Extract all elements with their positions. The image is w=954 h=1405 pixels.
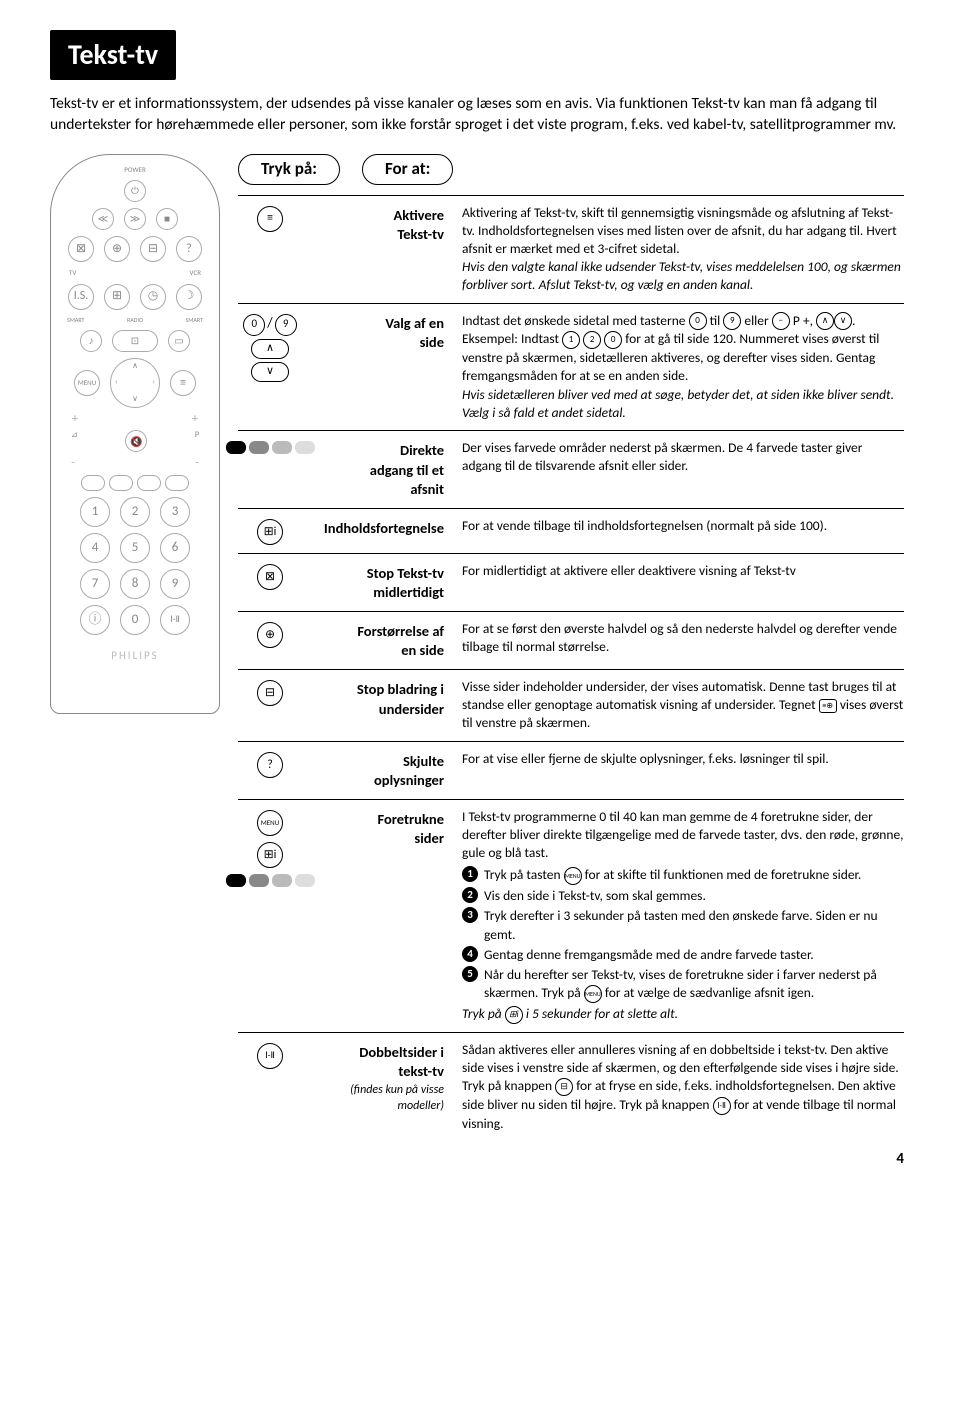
direct-desc: Der vises farvede områder nederst på skæ… <box>462 439 904 500</box>
hidden-label: Skjulteoplysninger <box>312 750 452 791</box>
pip-icon: ▭ <box>168 330 190 352</box>
zoom-label: Forstørrelse afen side <box>312 620 452 661</box>
stop-rec-icon: ■ <box>156 208 178 230</box>
header-for: For at: <box>362 154 453 185</box>
note-icon: ♪ <box>80 330 102 352</box>
dual-desc: Sådan aktiveres eller annulleres visning… <box>462 1041 904 1133</box>
is-btn: I.S. <box>68 284 94 310</box>
index-icon: ⊞i <box>257 519 283 545</box>
prog-label: P <box>195 430 199 452</box>
cancel-icon: ⊠ <box>68 236 94 262</box>
red-key <box>81 475 105 491</box>
stop-desc: For midlertidigt at aktivere eller deakt… <box>462 562 904 603</box>
menu-btn: MENU <box>74 370 100 396</box>
mute-icon: 🔇 <box>125 430 147 452</box>
tv-label: TV <box>69 268 76 277</box>
clock-btn: ◷ <box>140 284 166 310</box>
hidden-icon: ? <box>257 752 283 778</box>
stop-icon: ⊠ <box>257 564 283 590</box>
key-8: 8 <box>120 569 150 599</box>
color-keys-icon-2 <box>226 874 315 887</box>
page-title: Tekst-tv <box>50 30 176 80</box>
sleep-btn: ☽ <box>176 284 202 310</box>
index-desc: For at vende tilbage til indholdsfortegn… <box>462 517 904 545</box>
key-7: 7 <box>80 569 110 599</box>
remote-illustration: POWER ⏻ ≪ ≫ ■ ⊠ ⊕ ⊟ ? TV VCR I.S. ⊞ ◷ ☽ <box>50 154 220 714</box>
power-label: POWER <box>124 165 146 174</box>
fav-desc: I Tekst-tv programmerne 0 til 40 kan man… <box>462 808 904 1024</box>
enlarge-icon: ⊕ <box>257 622 283 648</box>
dual-label: Dobbeltsider itekst-tv (findes kun på vi… <box>312 1041 452 1133</box>
radio-label: RADIO <box>127 316 143 324</box>
key-5: 5 <box>120 533 150 563</box>
prog-minus: − <box>195 458 199 469</box>
teletext-btn: ≡ <box>170 370 196 396</box>
index-label: Indholdsfortegnelse <box>312 517 452 545</box>
color-keys-icon <box>226 441 315 454</box>
smart-label: SMART <box>67 316 84 324</box>
reveal-icon: ? <box>176 236 202 262</box>
page-number: 4 <box>238 1149 904 1169</box>
zoom-icon: ⊕ <box>104 236 130 262</box>
key-9: 9 <box>160 569 190 599</box>
vcr-label: VCR <box>190 268 201 277</box>
key-3: 3 <box>160 497 190 527</box>
key-dual: Ⅰ-Ⅱ <box>160 605 190 635</box>
vol-plus: ＋ <box>71 414 79 425</box>
header-press: Tryk på: <box>238 154 340 185</box>
hold-icon: ⊟ <box>140 236 166 262</box>
key-info: ⓘ <box>80 605 110 635</box>
down-oval-icon: ∨ <box>251 362 289 382</box>
rewind-icon: ≪ <box>92 208 114 230</box>
up-oval-icon: ∧ <box>251 339 289 359</box>
blue-key <box>165 475 189 491</box>
key-6: 6 <box>160 533 190 563</box>
vol-label: ⊿ <box>71 430 78 452</box>
instruction-table: Tryk på: For at: ≡ AktivereTekst-tv Akti… <box>238 154 904 1170</box>
nav-ring: ∧ ∨ ‹ › <box>110 358 160 408</box>
fav-label: Foretruknesider <box>312 808 452 1024</box>
hidden-desc: For at vise eller fjerne de skjulte oply… <box>462 750 904 791</box>
index-btn: ⊞ <box>104 284 130 310</box>
activate-desc: Aktivering af Tekst-tv, skift til gennem… <box>462 204 904 295</box>
yellow-key <box>137 475 161 491</box>
selectpage-desc: Indtast det ønskede sidetal med tasterne… <box>462 312 904 422</box>
green-key <box>109 475 133 491</box>
teletext-icon: ≡ <box>257 206 283 232</box>
subpages-label: Stop bladring iundersider <box>312 678 452 733</box>
format-icon: ⊡ <box>112 330 158 352</box>
subpages-desc: Visse sider indeholder undersider, der v… <box>462 678 904 733</box>
brand-label: PHILIPS <box>111 649 158 664</box>
power-button: ⏻ <box>124 180 146 202</box>
prog-plus: ＋ <box>191 414 199 425</box>
intro-text: Tekst-tv er et informationssystem, der u… <box>50 94 904 136</box>
zoom-desc: For at se først den øverste halvdel og s… <box>462 620 904 661</box>
key-2: 2 <box>120 497 150 527</box>
key0-icon: 0 <box>243 314 265 336</box>
key-0: 0 <box>120 605 150 635</box>
forward-icon: ≫ <box>124 208 146 230</box>
direct-label: Direkteadgang til etafsnit <box>312 439 452 500</box>
selectpage-label: Valg af enside <box>312 312 452 422</box>
fav-index-icon: ⊞i <box>257 842 283 868</box>
key-4: 4 <box>80 533 110 563</box>
subpage-icon: ⊟ <box>257 680 283 706</box>
vol-minus: − <box>71 458 75 469</box>
key-1: 1 <box>80 497 110 527</box>
activate-label: AktivereTekst-tv <box>312 204 452 295</box>
key9-icon: 9 <box>275 314 297 336</box>
stop-label: Stop Tekst-tvmidlertidigt <box>312 562 452 603</box>
menu-icon: MENU <box>257 810 283 836</box>
dual-icon: Ⅰ-Ⅱ <box>257 1043 283 1069</box>
smart2-label: SMART <box>186 316 203 324</box>
